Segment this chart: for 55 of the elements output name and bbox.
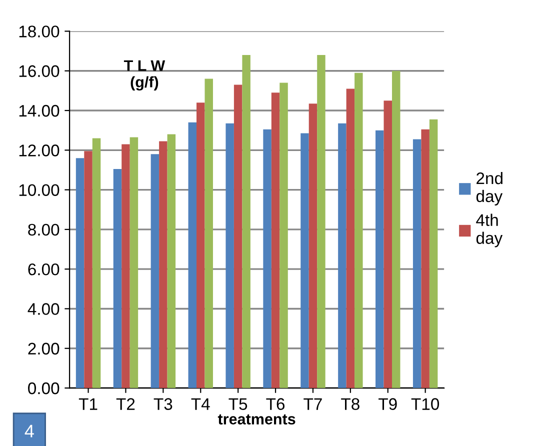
x-axis-title: treatments xyxy=(218,414,296,424)
bar xyxy=(234,84,242,388)
y-tick-label: 14.00 xyxy=(19,104,60,117)
bar xyxy=(84,151,92,388)
text: 4 xyxy=(24,424,34,438)
y-tick-label: 4.00 xyxy=(28,303,60,315)
bar xyxy=(188,122,197,388)
x-tick-label: T1 xyxy=(78,398,98,410)
bar xyxy=(300,133,309,388)
bar xyxy=(226,123,234,388)
bar xyxy=(122,144,130,388)
bar xyxy=(242,55,250,388)
bar xyxy=(263,129,272,388)
x-tick-label: T2 xyxy=(116,398,135,410)
bar xyxy=(384,100,392,388)
text: T L W (g/f) xyxy=(124,60,166,91)
bar xyxy=(204,78,213,388)
y-tick-label: 16.00 xyxy=(19,65,60,78)
bar xyxy=(317,55,326,388)
bar xyxy=(308,104,318,388)
bar xyxy=(392,70,400,388)
x-tick-label: T6 xyxy=(266,398,285,410)
y-tick-label: 6.00 xyxy=(28,263,60,276)
x-tick-label: T8 xyxy=(341,398,360,410)
y-tick-label: 10.00 xyxy=(19,184,60,196)
bar xyxy=(159,141,168,388)
bar xyxy=(150,154,160,388)
bar xyxy=(113,168,122,388)
bar xyxy=(130,137,138,388)
legend-label: 4th day xyxy=(476,214,503,248)
x-tick-label: T10 xyxy=(411,398,440,410)
y-tick-label: 8.00 xyxy=(28,224,60,236)
bar xyxy=(421,129,430,388)
bar xyxy=(92,138,101,388)
y-tick-label: 12.00 xyxy=(19,144,60,156)
bar xyxy=(376,130,384,388)
x-tick-label: T3 xyxy=(154,398,172,410)
x-tick-label: T4 xyxy=(191,398,210,410)
bar xyxy=(354,72,363,388)
x-tick-label: T7 xyxy=(304,398,322,410)
x-tick-label: T5 xyxy=(228,398,248,410)
bar xyxy=(429,119,438,388)
bar xyxy=(76,158,84,388)
bar xyxy=(280,82,288,388)
y-tick-label: 2.00 xyxy=(28,342,60,355)
bar xyxy=(346,88,355,388)
bar xyxy=(338,123,346,388)
bar xyxy=(412,139,422,388)
bar xyxy=(196,102,205,388)
y-tick-label: 18.00 xyxy=(19,26,60,38)
y-tick-label: 0.00 xyxy=(28,382,60,394)
bar xyxy=(167,134,176,388)
legend-label: 2nd day xyxy=(476,172,503,206)
x-tick-label: T9 xyxy=(378,398,397,410)
bar xyxy=(271,92,280,388)
